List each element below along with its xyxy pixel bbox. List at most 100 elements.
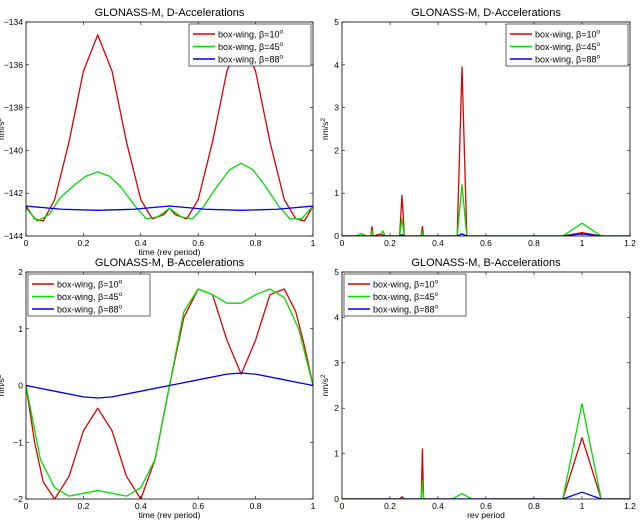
legend-label-text: box-wing, β=88 — [218, 55, 279, 65]
x-tick-label: 0.6 — [192, 238, 204, 248]
y-tick-label: 2 — [18, 267, 23, 277]
y-tick-label: 5 — [334, 17, 339, 27]
x-tick-label: 1 — [580, 238, 585, 248]
series-group — [26, 288, 313, 499]
y-axis-label: nm/s2 — [320, 374, 330, 396]
x-tick-label: 0.4 — [135, 238, 147, 248]
y-tick-label: 3 — [334, 358, 339, 368]
y-axis-label-sup: 2 — [320, 118, 327, 122]
legend-label-sup: o — [279, 41, 283, 48]
y-axis-label-sup: 2 — [0, 118, 3, 122]
series-line-2 — [342, 183, 630, 236]
series-group — [342, 66, 630, 236]
legend-label-sup: o — [118, 291, 122, 298]
y-tick-label: 1 — [334, 188, 339, 198]
legend-label-sup: o — [279, 54, 283, 61]
legend-label: box-wing, β=45o — [218, 41, 283, 52]
legend-label-sup: o — [434, 279, 438, 286]
legend-label: box-wing, β=45o — [373, 291, 438, 302]
legend-label: box-wing, β=88o — [373, 304, 438, 315]
y-tick-label: −140 — [4, 145, 23, 155]
x-axis-label: time (rev period) — [139, 510, 201, 520]
x-tick-label: 0.4 — [135, 501, 147, 511]
legend-label-text: box-wing, β=10 — [373, 280, 434, 290]
series-line-2 — [342, 403, 630, 499]
chart-title: GLONASS-M, B-Accelerations — [411, 257, 561, 269]
y-axis-label-sup: 2 — [320, 374, 327, 378]
y-tick-label: 0 — [18, 381, 23, 391]
y-tick-label: −2 — [13, 494, 23, 504]
series-line-3 — [26, 372, 313, 399]
legend-label-sup: o — [118, 304, 122, 311]
series-line-3 — [342, 491, 630, 499]
axes-frame — [25, 21, 314, 237]
y-axis-label-text: nm/s — [320, 378, 330, 396]
x-tick-label: 0.6 — [480, 238, 492, 248]
legend-label-text: box-wing, β=45 — [57, 292, 118, 302]
x-tick-label: 0 — [340, 501, 345, 511]
x-tick-label: 0 — [340, 238, 345, 248]
series-line-1 — [342, 66, 630, 236]
y-axis-label-sup: 2 — [0, 374, 3, 378]
legend-label-text: box-wing, β=45 — [373, 292, 434, 302]
legend-label-sup: o — [118, 279, 122, 286]
series-line-2 — [26, 162, 313, 222]
series-group — [342, 403, 630, 499]
chart-panel-3: GLONASS-M, B-Accelerations 0 0.2 0.4 0.6 0.8 1… — [0, 257, 316, 520]
x-tick-label: 0 — [24, 501, 29, 511]
chart-panel-1: GLONASS-M, D-Accelerations 0 0.2 0.4 0.6 0.8 1… — [0, 7, 316, 257]
y-axis-label-text: nm/s — [0, 378, 6, 396]
legend-label: box-wing, β=10o — [57, 279, 122, 290]
y-tick-label: 5 — [334, 267, 339, 277]
legend-label-text: box-wing, β=88 — [57, 305, 118, 315]
x-tick-label: 0.8 — [250, 238, 262, 248]
y-tick-label: 3 — [334, 103, 339, 113]
y-axis-label: nm/s2 — [0, 118, 6, 140]
x-tick-label: 0.2 — [77, 238, 89, 248]
y-tick-label: −144 — [4, 231, 23, 241]
legend-label-text: box-wing, β=45 — [535, 42, 596, 52]
legend-label-sup: o — [434, 304, 438, 311]
y-tick-label: 2 — [334, 145, 339, 155]
legend-label: box-wing, β=45o — [57, 291, 122, 302]
legend-label-sup: o — [279, 29, 283, 36]
x-tick-label: 1.2 — [624, 238, 636, 248]
legend-label-sup: o — [434, 291, 438, 298]
chart-title: GLONASS-M, D-Accelerations — [411, 7, 561, 19]
y-axis-label-text: nm/s — [320, 122, 330, 140]
legend-label-text: box-wing, β=45 — [218, 42, 279, 52]
y-tick-label: 0 — [334, 494, 339, 504]
legend-label: box-wing, β=88o — [57, 304, 122, 315]
y-axis-label: nm/s2 — [0, 374, 6, 396]
chart-panel-2: GLONASS-M, D-Accelerations 0 0.2 0.4 0.6 0.8 1… — [320, 7, 636, 248]
legend-label-text: box-wing, β=88 — [373, 305, 434, 315]
chart-panel-4: GLONASS-M, B-Accelerations 0 0.2 0.4 0.6 0.8 1… — [320, 257, 636, 520]
x-tick-label: 1 — [580, 501, 585, 511]
x-tick-label: 1 — [311, 238, 316, 248]
y-tick-label: 0 — [334, 231, 339, 241]
x-tick-label: 0.8 — [528, 238, 540, 248]
y-tick-label: 4 — [334, 60, 339, 70]
x-tick-label: 1 — [311, 501, 316, 511]
x-tick-label: 0.8 — [528, 501, 540, 511]
y-tick-label: −136 — [4, 60, 23, 70]
legend-label-text: box-wing, β=10 — [535, 30, 596, 40]
legend-label: box-wing, β=10o — [535, 29, 600, 40]
x-tick-label: 0.4 — [432, 238, 444, 248]
chart-title: GLONASS-M, D-Accelerations — [95, 7, 245, 19]
x-axis-label: rev period — [467, 510, 505, 520]
legend-label: box-wing, β=10o — [373, 279, 438, 290]
y-tick-label: 4 — [334, 312, 339, 322]
x-tick-label: 0.2 — [384, 238, 396, 248]
series-line-3 — [26, 205, 313, 211]
y-axis-label-text: nm/s — [0, 122, 6, 140]
legend-label-text: box-wing, β=10 — [218, 30, 279, 40]
legend-label: box-wing, β=10o — [218, 29, 283, 40]
series-line-1 — [342, 437, 630, 499]
legend-label-sup: o — [596, 29, 600, 36]
x-tick-label: 1.2 — [624, 501, 636, 511]
y-tick-label: 1 — [334, 449, 339, 459]
x-tick-label: 0.4 — [432, 501, 444, 511]
